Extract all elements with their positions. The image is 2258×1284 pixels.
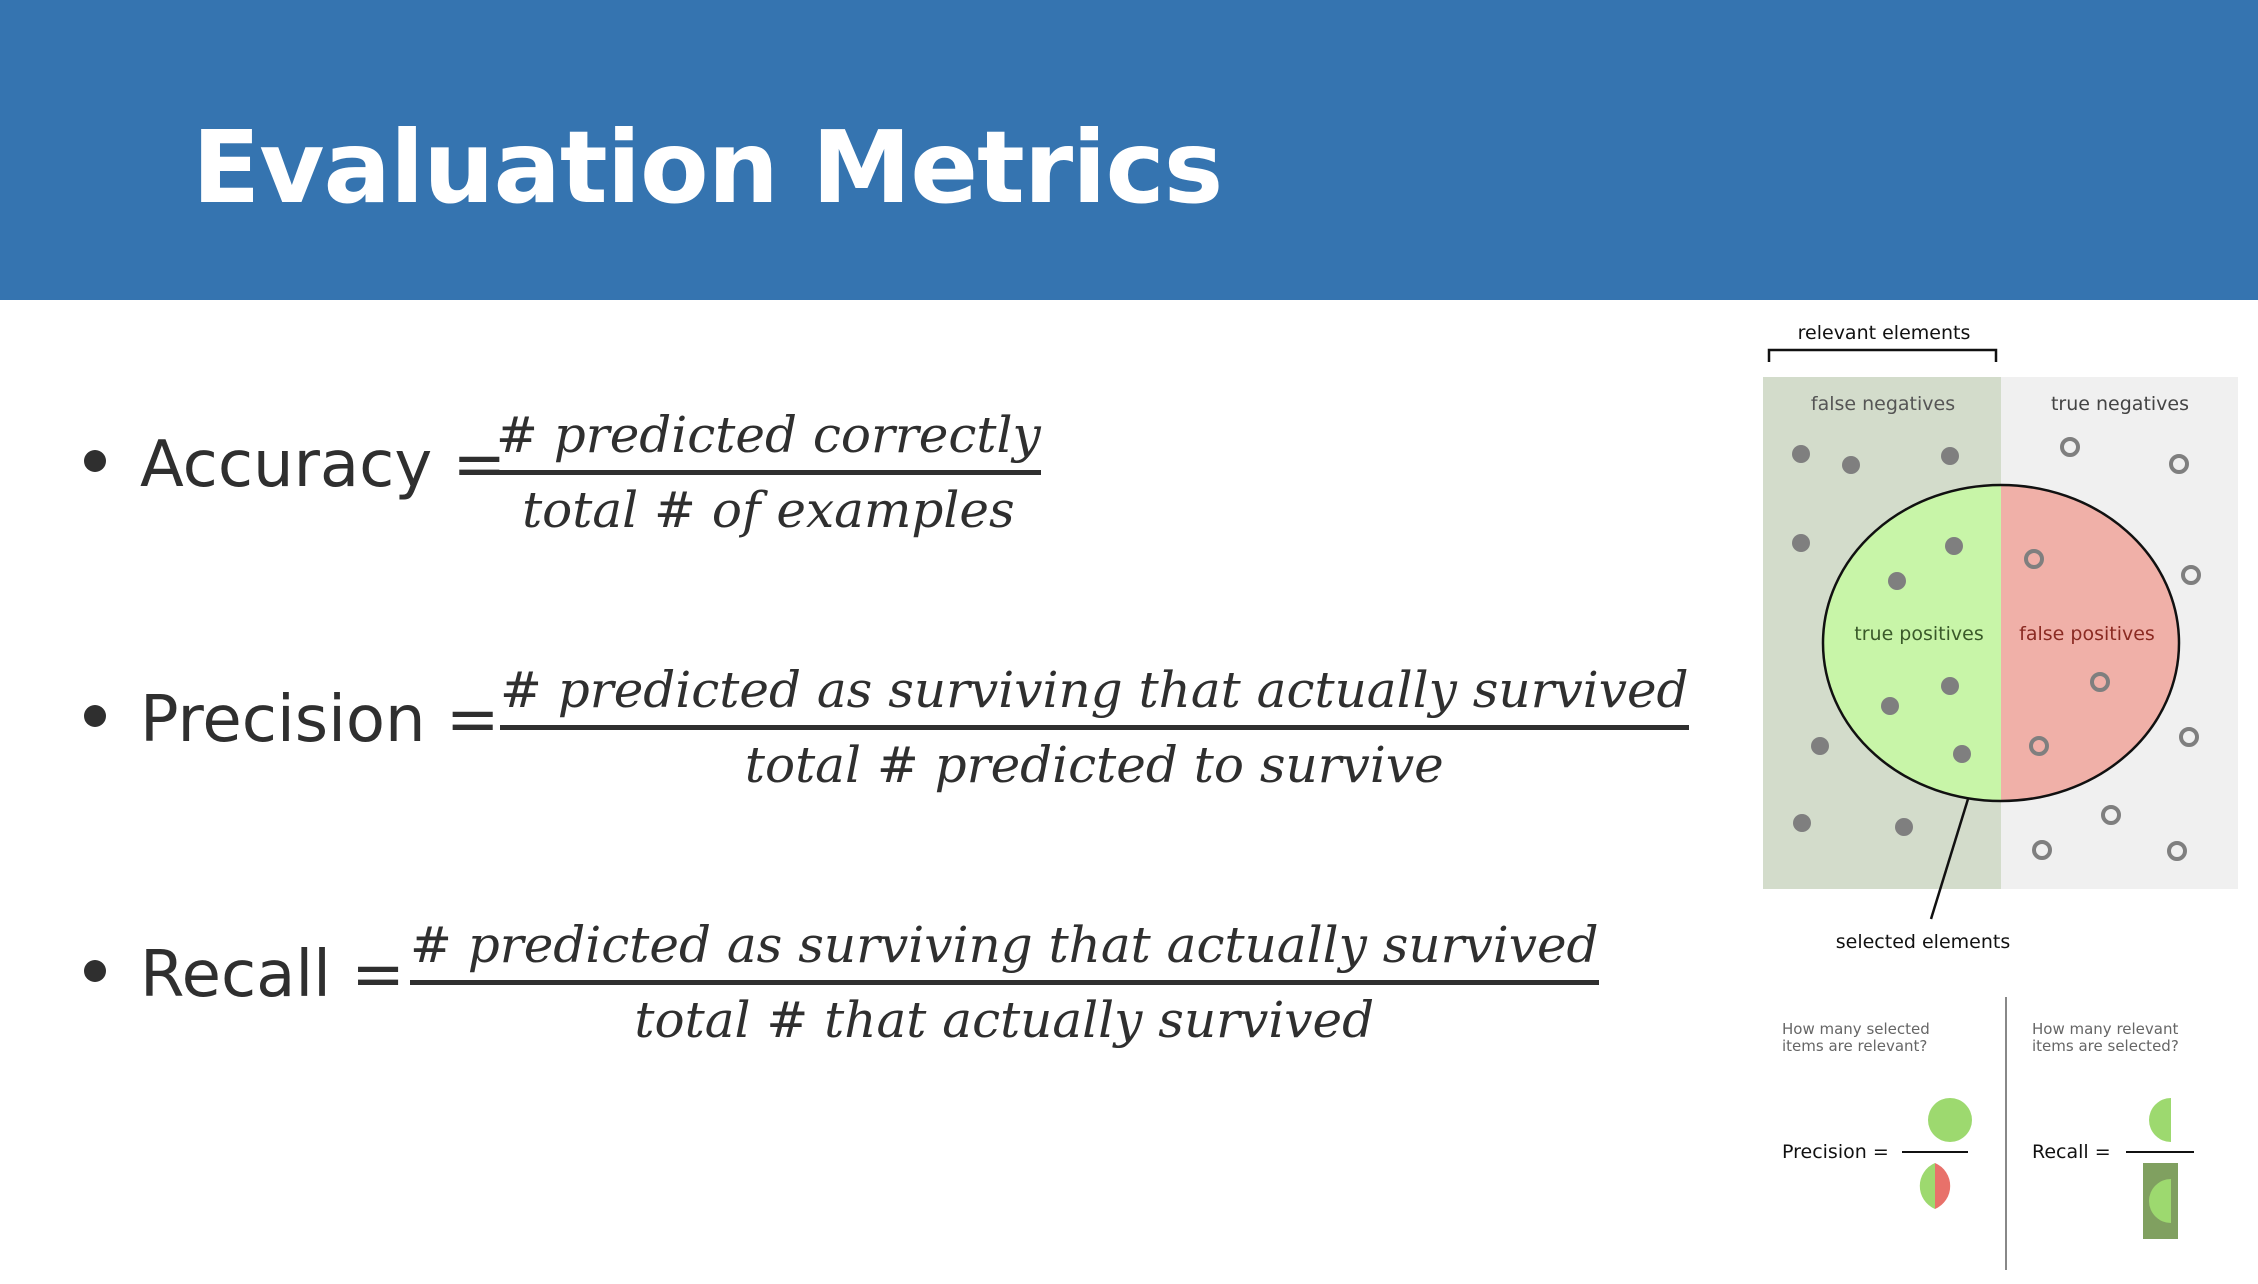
fraction-numerator: # predicted as surviving that actually s… — [500, 661, 1689, 719]
selected-ellipse — [1821, 483, 2181, 803]
recall-question-line2: items are selected? — [2032, 1037, 2179, 1055]
fraction-bar — [500, 725, 1689, 730]
recall-denominator-halfcircle-icon — [2149, 1179, 2171, 1223]
irrelevant-dot — [2167, 841, 2187, 861]
relevant-dot — [1941, 447, 1959, 465]
relevant-dot — [1888, 572, 1906, 590]
recall-question-line1: How many relevant — [2032, 1020, 2178, 1038]
precision-question-line1: How many selected — [1782, 1020, 1930, 1038]
irrelevant-dots — [2024, 437, 2201, 861]
relevant-elements-label: relevant elements — [1798, 322, 1971, 344]
relevant-dot — [1945, 537, 1963, 555]
fraction-bar — [496, 470, 1041, 475]
true-positives-label: true positives — [1854, 623, 1983, 645]
metric-label: Recall = — [140, 938, 405, 1012]
fraction-numerator: # predicted as surviving that actually s… — [410, 916, 1599, 974]
metric-fraction: # predicted correctly total # of example… — [496, 400, 1041, 545]
false-negatives-label: false negatives — [1811, 393, 1955, 415]
precision-question-line2: items are relevant? — [1782, 1037, 1927, 1055]
fraction-denominator: total # predicted to survive — [744, 736, 1444, 794]
fraction-bar — [410, 980, 1599, 985]
selected-elements-label: selected elements — [1836, 931, 2011, 953]
irrelevant-dot — [2181, 565, 2201, 585]
irrelevant-dot — [2090, 672, 2110, 692]
bullet-dot-icon — [84, 450, 106, 472]
precision-numerator-halfcircle-icon — [1928, 1098, 1950, 1142]
relevant-dot — [1792, 534, 1810, 552]
precision-equation-label: Precision = — [1782, 1141, 1889, 1163]
metric-fraction: # predicted as surviving that actually s… — [500, 655, 1689, 800]
irrelevant-dot — [2179, 727, 2199, 747]
relevant-dot — [1895, 818, 1913, 836]
bullet-dot-icon — [84, 960, 106, 982]
relevant-bracket — [1767, 348, 1998, 362]
metric-fraction: # predicted as surviving that actually s… — [410, 910, 1599, 1055]
recall-numerator-halfcircle-icon — [2149, 1098, 2171, 1142]
recall-equation-label: Recall = — [2032, 1141, 2111, 1163]
true-negatives-label: true negatives — [2051, 393, 2189, 415]
bullet-dot-icon — [84, 705, 106, 727]
metric-label: Accuracy = — [140, 428, 507, 502]
irrelevant-dot — [2024, 549, 2044, 569]
relevant-dot — [1842, 456, 1860, 474]
precision-denominator-red-icon — [1935, 1163, 1951, 1209]
precision-recall-diagram: relevant elements false negatives true n… — [1763, 322, 2238, 1270]
relevant-dot — [1792, 445, 1810, 463]
relevant-dot — [1881, 697, 1899, 715]
metric-label: Precision = — [140, 683, 500, 757]
irrelevant-dot — [2169, 454, 2189, 474]
irrelevant-dot — [2060, 437, 2080, 457]
irrelevant-dot — [2029, 736, 2049, 756]
selected-pointer-line — [1929, 798, 1970, 920]
relevant-dot — [1811, 737, 1829, 755]
true-positive-area — [1823, 485, 2001, 801]
false-positives-label: false positives — [2019, 623, 2155, 645]
irrelevant-dot — [2101, 805, 2121, 825]
fraction-numerator: # predicted correctly — [496, 406, 1041, 464]
false-positive-area — [2001, 485, 2179, 801]
irrelevant-dot — [2032, 840, 2052, 860]
precision-numerator-icon — [1950, 1098, 1972, 1142]
fraction-denominator: total # that actually survived — [634, 991, 1375, 1049]
fraction-denominator: total # of examples — [522, 481, 1015, 539]
relevant-dots — [1792, 445, 1971, 836]
relevant-dot — [1793, 814, 1811, 832]
title-banner: Evaluation Metrics — [0, 0, 2258, 300]
slide-title: Evaluation Metrics — [192, 109, 1223, 226]
relevant-dot — [1953, 745, 1971, 763]
precision-denominator-green-icon — [1919, 1163, 1935, 1209]
relevant-dot — [1941, 677, 1959, 695]
